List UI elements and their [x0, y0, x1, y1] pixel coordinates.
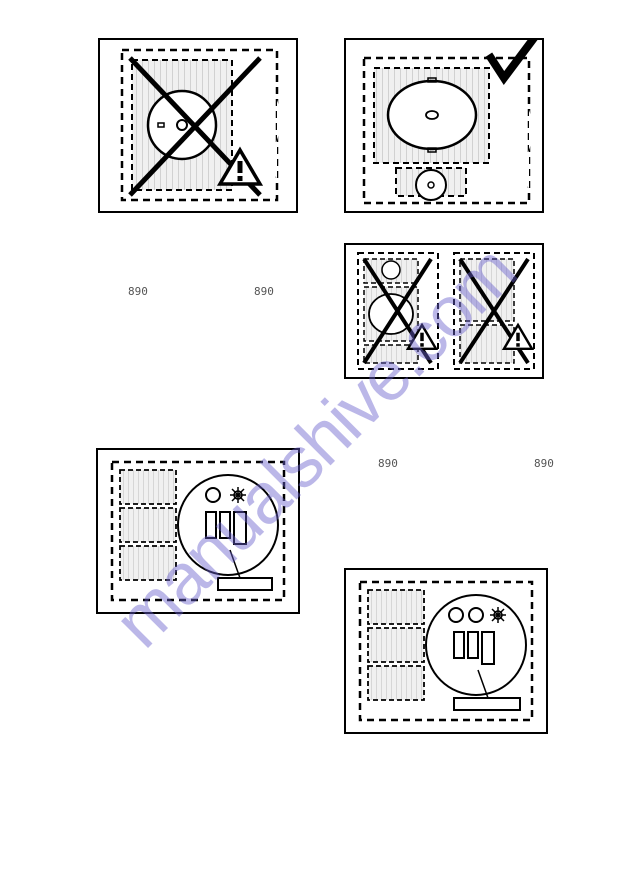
diagram-svg	[346, 245, 542, 377]
diagram-svg	[346, 570, 546, 732]
diagram-svg	[100, 40, 296, 211]
diagram-panel-wrong-single	[98, 38, 298, 213]
diagram-panel-correct	[344, 38, 544, 213]
diagram-svg	[98, 450, 298, 612]
label-1: 890	[128, 285, 148, 298]
label-4: 890	[534, 457, 554, 470]
label-3: 890	[378, 457, 398, 470]
diagram-panel-hob-right	[344, 568, 548, 734]
diagram-panel-wrong-double	[344, 243, 544, 379]
diagram-panel-hob-left	[96, 448, 300, 614]
label-2: 890	[254, 285, 274, 298]
diagram-svg	[346, 40, 542, 211]
